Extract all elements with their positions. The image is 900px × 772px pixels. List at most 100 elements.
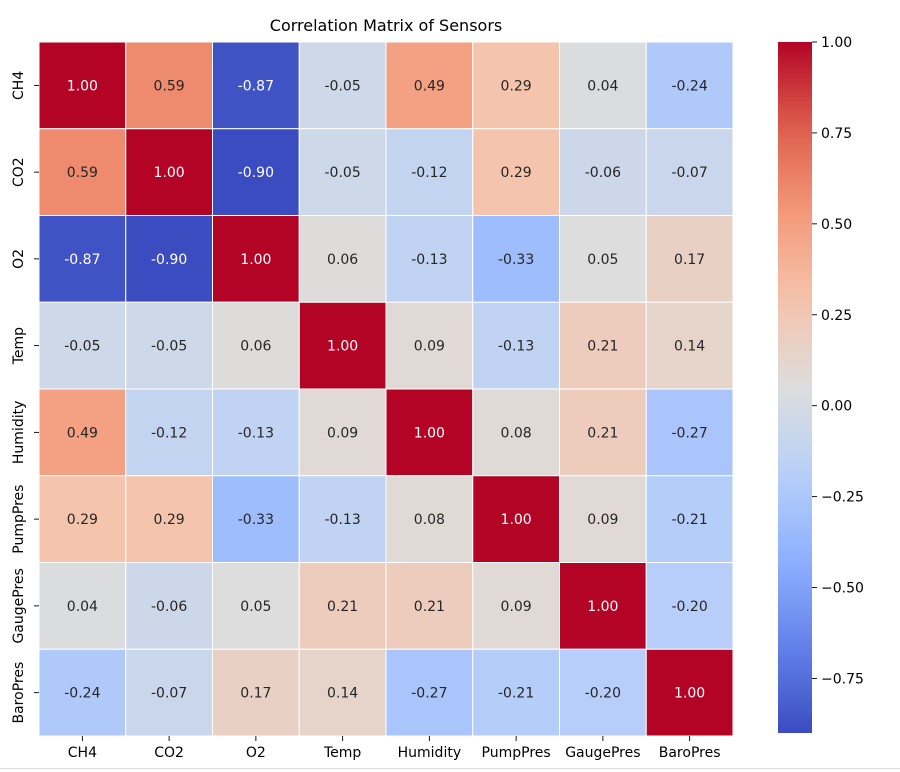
heatmap-cell — [212, 215, 300, 303]
heatmap-cell — [385, 388, 474, 477]
colorbar-tick-label: −0.75 — [821, 671, 864, 687]
cell-annotation: -0.24 — [672, 78, 708, 94]
heatmap-cell — [559, 475, 647, 563]
cell-annotation: -0.33 — [238, 512, 274, 528]
cell-annotation: -0.06 — [585, 165, 621, 181]
heatmap-cell — [385, 475, 474, 563]
colorbar-tick-label: −0.50 — [821, 581, 864, 597]
cell-annotation: 1.00 — [240, 252, 271, 268]
x-tick-label: Temp — [323, 745, 361, 761]
heatmap-cell — [472, 562, 560, 650]
cell-annotation: 0.21 — [414, 599, 445, 615]
cell-annotation: -0.20 — [585, 686, 621, 702]
heatmap-cell — [298, 388, 387, 477]
cell-annotation: 0.05 — [240, 599, 271, 615]
heatmap-cell — [212, 41, 300, 130]
cell-annotation: -0.21 — [672, 512, 708, 528]
cell-annotation: 1.00 — [414, 425, 445, 441]
heatmap-cells — [38, 41, 734, 737]
cell-annotation: 0.49 — [414, 78, 445, 94]
bottom-divider — [0, 768, 900, 769]
x-axis: CH4 CO2 O2 Temp Humidity PumpPres GaugePres Bar… — [68, 736, 721, 761]
heatmap-cell — [472, 388, 560, 477]
cell-annotation: 0.09 — [414, 339, 445, 355]
colorbar-gradient — [778, 42, 812, 733]
heatmap-cell — [212, 648, 300, 737]
heatmap-cell — [298, 215, 387, 303]
heatmap-cell — [645, 648, 734, 737]
colorbar: 1.00 0.75 0.50 0.25 0.00 −0.25 −0.50 −0.75 — [778, 35, 864, 733]
cell-annotation: 0.04 — [587, 78, 618, 94]
cell-annotation: -0.12 — [411, 165, 447, 181]
x-tick-label: GaugePres — [565, 745, 640, 761]
cell-annotation: 0.04 — [67, 599, 98, 615]
cell-annotation: -0.05 — [325, 78, 361, 94]
cell-annotation: 0.08 — [414, 512, 445, 528]
y-tick-label: Temp — [11, 327, 27, 365]
heatmap-cell — [125, 215, 213, 303]
cell-annotation: 0.09 — [587, 512, 618, 528]
cell-annotation: 0.06 — [240, 339, 271, 355]
y-tick-label: GaugePres — [11, 568, 27, 643]
y-axis: CH4 CO2 O2 Temp Humidity PumpPres GaugePres Bar… — [11, 71, 39, 724]
cell-annotation: 1.00 — [587, 599, 618, 615]
cell-annotation: 0.29 — [67, 512, 98, 528]
cell-annotation: -0.90 — [238, 165, 274, 181]
cell-annotation: 0.21 — [327, 599, 358, 615]
heatmap-cell — [559, 301, 647, 390]
heatmap-cell — [298, 41, 387, 130]
heatmap-cell — [125, 128, 213, 216]
y-tick-label: CO2 — [11, 157, 27, 187]
cell-annotation: 0.29 — [154, 512, 185, 528]
heatmap-cell — [645, 128, 734, 216]
cell-annotation: -0.87 — [64, 252, 100, 268]
heatmap-cell — [38, 301, 127, 390]
heatmap-cell — [645, 41, 734, 130]
heatmap-cell — [125, 475, 213, 563]
y-tick-label: CH4 — [11, 71, 27, 100]
cell-annotation: -0.12 — [151, 425, 187, 441]
colorbar-tick-label: 0.25 — [821, 308, 852, 324]
cell-annotation: 0.49 — [67, 425, 98, 441]
cell-annotation: -0.13 — [411, 252, 447, 268]
heatmap-cell — [645, 562, 734, 650]
y-tick-label: O2 — [11, 249, 27, 269]
cell-annotation: 0.29 — [501, 78, 532, 94]
y-tick-label: Humidity — [11, 401, 27, 464]
x-tick-label: BaroPres — [659, 745, 721, 761]
cell-annotation: -0.07 — [151, 686, 187, 702]
heatmap-cell — [38, 215, 127, 303]
heatmap-cell — [212, 562, 300, 650]
cell-annotation: -0.33 — [498, 252, 534, 268]
cell-annotation: -0.05 — [151, 339, 187, 355]
colorbar-tick-label: 0.75 — [821, 126, 852, 142]
cell-annotation: 0.21 — [587, 339, 618, 355]
cell-annotation: -0.27 — [672, 425, 708, 441]
y-tick-label: PumpPres — [11, 485, 27, 554]
cell-annotation: 0.09 — [327, 425, 358, 441]
heatmap-cell — [559, 562, 647, 650]
x-tick-label: O2 — [246, 745, 266, 761]
heatmap-cell — [38, 562, 127, 650]
heatmap-cell — [472, 41, 560, 130]
heatmap-cell — [212, 475, 300, 563]
heatmap-cell — [385, 128, 474, 216]
colorbar-tick-label: 0.50 — [821, 217, 852, 233]
heatmap-cell — [385, 301, 474, 390]
cell-annotation: 0.06 — [327, 252, 358, 268]
cell-annotation: 1.00 — [674, 686, 705, 702]
heatmap-cell — [645, 388, 734, 477]
colorbar-tick-label: 0.00 — [821, 399, 852, 415]
heatmap-cell — [472, 475, 560, 563]
cell-annotation: -0.13 — [238, 425, 274, 441]
cell-annotation: -0.87 — [238, 78, 274, 94]
heatmap-cell — [559, 388, 647, 477]
cell-annotation: 0.17 — [674, 252, 705, 268]
cell-annotation: 0.09 — [501, 599, 532, 615]
heatmap-cell — [472, 128, 560, 216]
heatmap-cell — [385, 562, 474, 650]
cell-annotation: -0.20 — [672, 599, 708, 615]
cell-annotation: 0.14 — [327, 686, 358, 702]
x-tick-label: Humidity — [398, 745, 461, 761]
